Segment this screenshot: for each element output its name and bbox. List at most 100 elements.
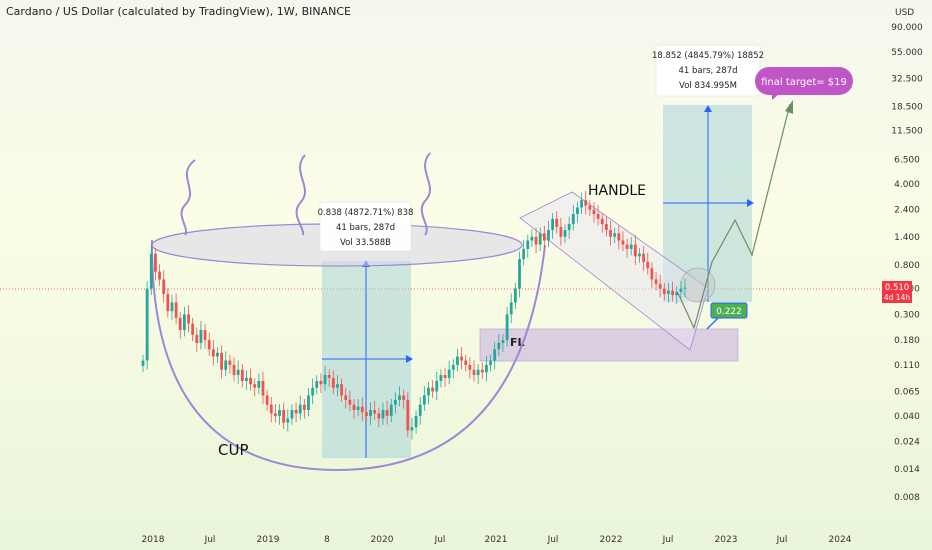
- x-tick-label: 2020: [371, 535, 394, 545]
- candle-body: [509, 302, 513, 315]
- chart-title: Cardano / US Dollar (calculated by Tradi…: [6, 5, 351, 18]
- candle-body: [253, 384, 257, 388]
- y-tick-label: 0.040: [894, 412, 920, 422]
- y-tick-label: 0.110: [894, 361, 920, 371]
- measure-arrowhead-right-2: [747, 199, 754, 207]
- small-price-tag-pointer: [706, 317, 719, 330]
- candle-body: [518, 259, 521, 289]
- x-tick-label: Jul: [662, 535, 674, 545]
- candle-body: [282, 409, 286, 423]
- candle-body: [464, 360, 468, 365]
- candle-body: [538, 233, 542, 245]
- candle-body: [489, 360, 492, 365]
- candle-body: [530, 236, 534, 241]
- candle-body: [174, 302, 178, 318]
- y-tick-label: 0.065: [894, 387, 920, 397]
- small-price-tag-text: 0.222: [716, 307, 742, 317]
- measure-info-target-line2: 41 bars, 287d: [678, 66, 737, 76]
- candle-body: [340, 384, 343, 396]
- candle-body: [609, 230, 612, 237]
- projection-arrowhead: [785, 100, 793, 114]
- x-tick-label: 2023: [715, 535, 738, 545]
- small-price-tag[interactable]: 0.222: [706, 302, 748, 330]
- candle-body: [162, 279, 166, 294]
- measure-info-cup-line3: Vol 33.588B: [340, 238, 391, 248]
- candle-body: [278, 409, 281, 416]
- cup-label: CUP: [218, 441, 249, 459]
- candle-body: [402, 395, 406, 400]
- candle-body: [476, 369, 480, 376]
- candle-body: [571, 213, 575, 225]
- candle-body: [385, 409, 389, 416]
- x-tick-label: Jul: [434, 535, 446, 545]
- candle-body: [352, 404, 356, 410]
- price-axis[interactable]: USD 90.000 55.000 32.500 18.500 11.500 6.500 4…: [891, 8, 923, 503]
- candle-body: [149, 253, 153, 289]
- candle-body: [269, 404, 273, 414]
- y-tick-label: 0.800: [894, 261, 920, 271]
- x-tick-label: Jul: [547, 535, 559, 545]
- candle-body: [679, 288, 683, 292]
- y-tick-label: 0.008: [894, 493, 920, 503]
- current-price-countdown: 4d 14h: [884, 293, 910, 302]
- candle-body: [480, 369, 484, 373]
- candle-body: [567, 224, 571, 231]
- candle-body: [182, 314, 186, 331]
- handle-circle: [680, 267, 716, 303]
- candle-body: [584, 200, 588, 206]
- candle-body: [580, 200, 583, 208]
- candle-body: [187, 314, 190, 324]
- candle-body: [261, 380, 265, 396]
- candle-body: [431, 387, 435, 392]
- candle-body: [290, 409, 294, 419]
- candle-body: [472, 369, 476, 376]
- candle-body: [460, 356, 463, 361]
- time-axis[interactable]: 2018 Jul 2019 8 2020 Jul 2021 Jul 2022 Jul 2023 Jul…: [142, 535, 852, 545]
- x-tick-label: Jul: [204, 535, 216, 545]
- current-price-label: 0.510: [885, 283, 909, 293]
- projection-path[interactable]: [677, 103, 791, 330]
- candle-body: [497, 343, 501, 350]
- handle-label: HANDLE: [588, 183, 646, 199]
- candle-body: [493, 349, 497, 361]
- candle-body: [435, 380, 439, 392]
- candle-body: [170, 302, 174, 312]
- candle-body: [468, 364, 472, 370]
- candle-body: [629, 244, 633, 249]
- candle-body: [344, 395, 348, 400]
- candle-body: [650, 268, 654, 280]
- candle-body: [451, 364, 455, 370]
- candle-body: [443, 375, 447, 378]
- candle-body: [621, 240, 625, 245]
- candle-body: [245, 377, 248, 381]
- candle-body: [613, 233, 617, 237]
- x-tick-label: 2021: [485, 535, 508, 545]
- candle-body: [547, 230, 550, 241]
- y-tick-label: 18.500: [891, 103, 923, 113]
- candle-body: [154, 253, 157, 272]
- candle-body: [633, 244, 637, 257]
- candle-body: [216, 352, 219, 357]
- measure-info-target-line1: 18.852 (4845.79%) 18852: [652, 51, 764, 61]
- candle-body: [327, 375, 331, 378]
- candle-body: [617, 233, 621, 241]
- y-tick-label: 90.000: [891, 23, 923, 33]
- candle-body: [369, 409, 372, 416]
- cup-arc[interactable]: [150, 239, 546, 472]
- candle-body: [522, 248, 526, 260]
- candle-body: [307, 395, 310, 410]
- x-tick-label: Jul: [776, 535, 788, 545]
- steam-squiggle-1: [180, 159, 196, 236]
- candlestick-series[interactable]: [141, 190, 687, 440]
- final-target-callout[interactable]: final target= $19: [755, 67, 853, 100]
- candle-body: [667, 290, 670, 294]
- candle-body: [199, 330, 203, 344]
- candle-body: [501, 340, 505, 344]
- handle-channel[interactable]: [519, 191, 709, 351]
- candle-body: [191, 323, 195, 335]
- candle-body: [236, 369, 240, 376]
- final-target-text: final target= $19: [761, 77, 847, 88]
- candle-body: [166, 293, 170, 312]
- y-tick-label: 0.180: [894, 336, 920, 346]
